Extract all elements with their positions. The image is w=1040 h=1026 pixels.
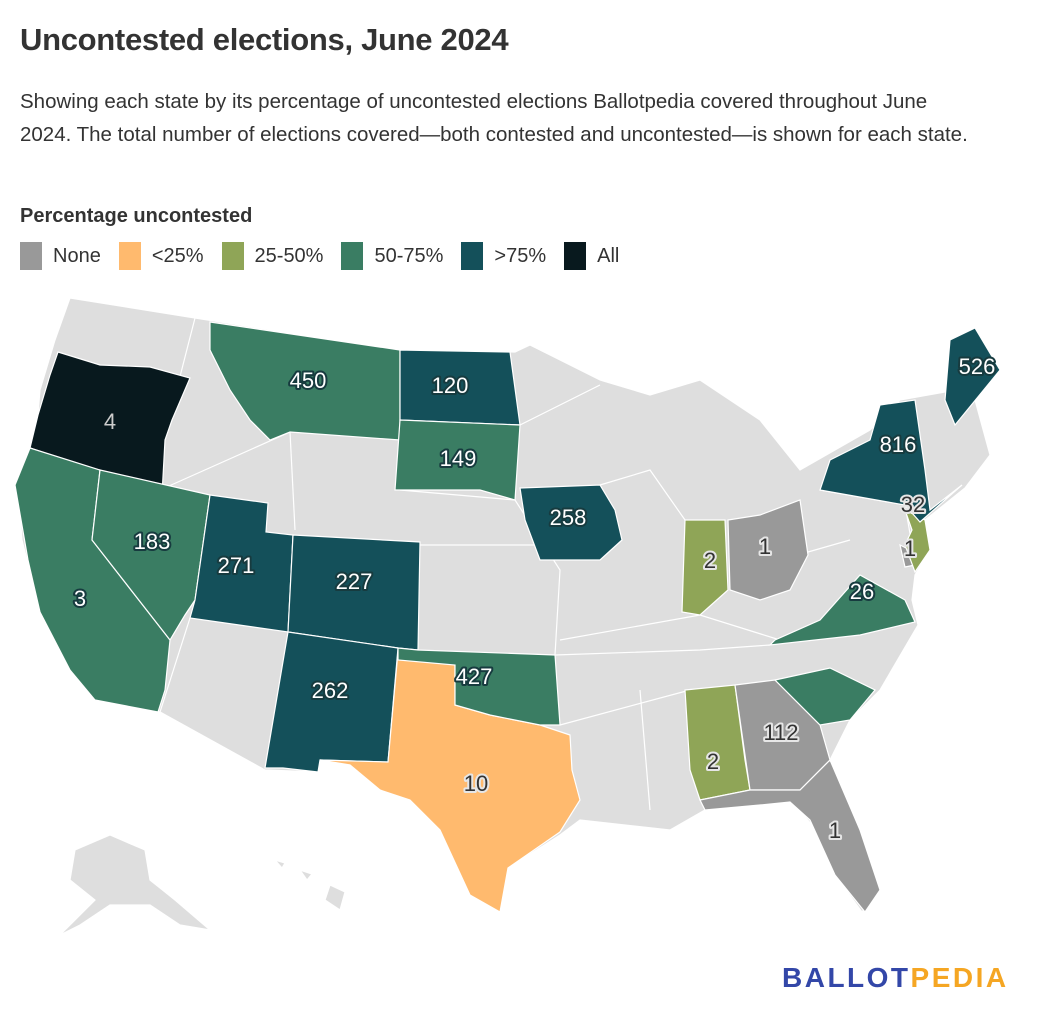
state-value-label: 183 xyxy=(134,529,171,554)
legend-item-gt75: >75% xyxy=(461,242,546,270)
legend-swatch xyxy=(461,242,484,270)
state-value-label: 526 xyxy=(959,354,996,379)
legend: None <25% 25-50% 50-75% >75% All xyxy=(20,242,637,270)
ballotpedia-logo: BALLOTPEDIA xyxy=(782,962,1009,994)
state-border xyxy=(159,431,291,491)
legend-label: All xyxy=(597,244,620,267)
state-value-label: 1 xyxy=(829,818,841,843)
state-border xyxy=(289,431,296,531)
legend-swatch xyxy=(341,242,364,270)
state-border xyxy=(159,617,191,713)
state-value-label: 427 xyxy=(456,664,493,689)
state-ia xyxy=(519,484,623,561)
state-border xyxy=(559,689,691,726)
legend-label: <25% xyxy=(151,244,204,267)
hawaii-3 xyxy=(324,884,346,911)
legend-title: Percentage uncontested xyxy=(20,205,253,227)
logo-part-2: PEDIA xyxy=(910,962,1009,993)
logo-part-1: BALLOT xyxy=(782,962,911,993)
state-value-label: 10 xyxy=(464,771,488,796)
state-value-label: 2 xyxy=(707,749,719,774)
state-or xyxy=(29,351,191,496)
state-border xyxy=(639,689,651,811)
state-value-label: 1 xyxy=(904,536,916,561)
legend-item-50_75: 50-75% xyxy=(341,242,443,270)
alaska xyxy=(59,834,213,936)
state-value-label: 32 xyxy=(901,492,925,517)
hawaii-2 xyxy=(298,868,314,881)
state-oh xyxy=(727,499,809,601)
state-me xyxy=(944,327,1001,427)
state-value-label: 4 xyxy=(104,409,116,434)
legend-swatch xyxy=(564,242,587,270)
legend-label: None xyxy=(53,244,101,267)
chart-title: Uncontested elections, June 2024 xyxy=(20,22,509,57)
legend-swatch xyxy=(221,242,244,270)
state-value-label: 149 xyxy=(440,446,477,471)
state-ok xyxy=(397,647,561,726)
state-border xyxy=(519,384,601,426)
state-value-label: 120 xyxy=(432,373,469,398)
chart-subtitle: Showing each state by its percentage of … xyxy=(20,90,968,146)
state-fl xyxy=(699,758,881,914)
legend-item-all: All xyxy=(564,242,619,270)
legend-item-none: None xyxy=(20,242,101,270)
state-value-label: 227 xyxy=(336,569,373,594)
state-value-label: 26 xyxy=(850,579,874,604)
state-value-label: 112 xyxy=(763,720,798,745)
legend-swatch xyxy=(20,242,42,270)
hawaii-1 xyxy=(273,858,286,870)
legend-label: 25-50% xyxy=(254,244,324,267)
state-sd xyxy=(394,419,521,501)
state-value-label: 450 xyxy=(290,368,327,393)
us-map: 4 3 183 271 227 262 10 427 450 120 149 258 2 1 2 112 1 26… xyxy=(14,297,1001,936)
state-in xyxy=(681,519,729,616)
state-va xyxy=(768,574,916,646)
legend-item-25_50: 25-50% xyxy=(221,242,324,270)
state-border xyxy=(554,644,771,656)
legend-label: >75% xyxy=(494,244,547,267)
legend-swatch xyxy=(118,242,141,270)
state-value-label: 262 xyxy=(312,678,349,703)
state-value-label: 2 xyxy=(704,548,716,573)
state-value-label: 258 xyxy=(550,505,587,530)
state-ny xyxy=(819,399,963,523)
state-value-label: 3 xyxy=(74,586,86,611)
state-value-label: 1 xyxy=(759,534,771,559)
state-value-label: 816 xyxy=(880,432,917,457)
legend-label: 50-75% xyxy=(374,244,444,267)
state-nj xyxy=(903,508,931,574)
state-sc xyxy=(773,667,876,726)
legend-item-lt25: <25% xyxy=(118,242,204,270)
state-value-label: 271 xyxy=(218,553,255,578)
